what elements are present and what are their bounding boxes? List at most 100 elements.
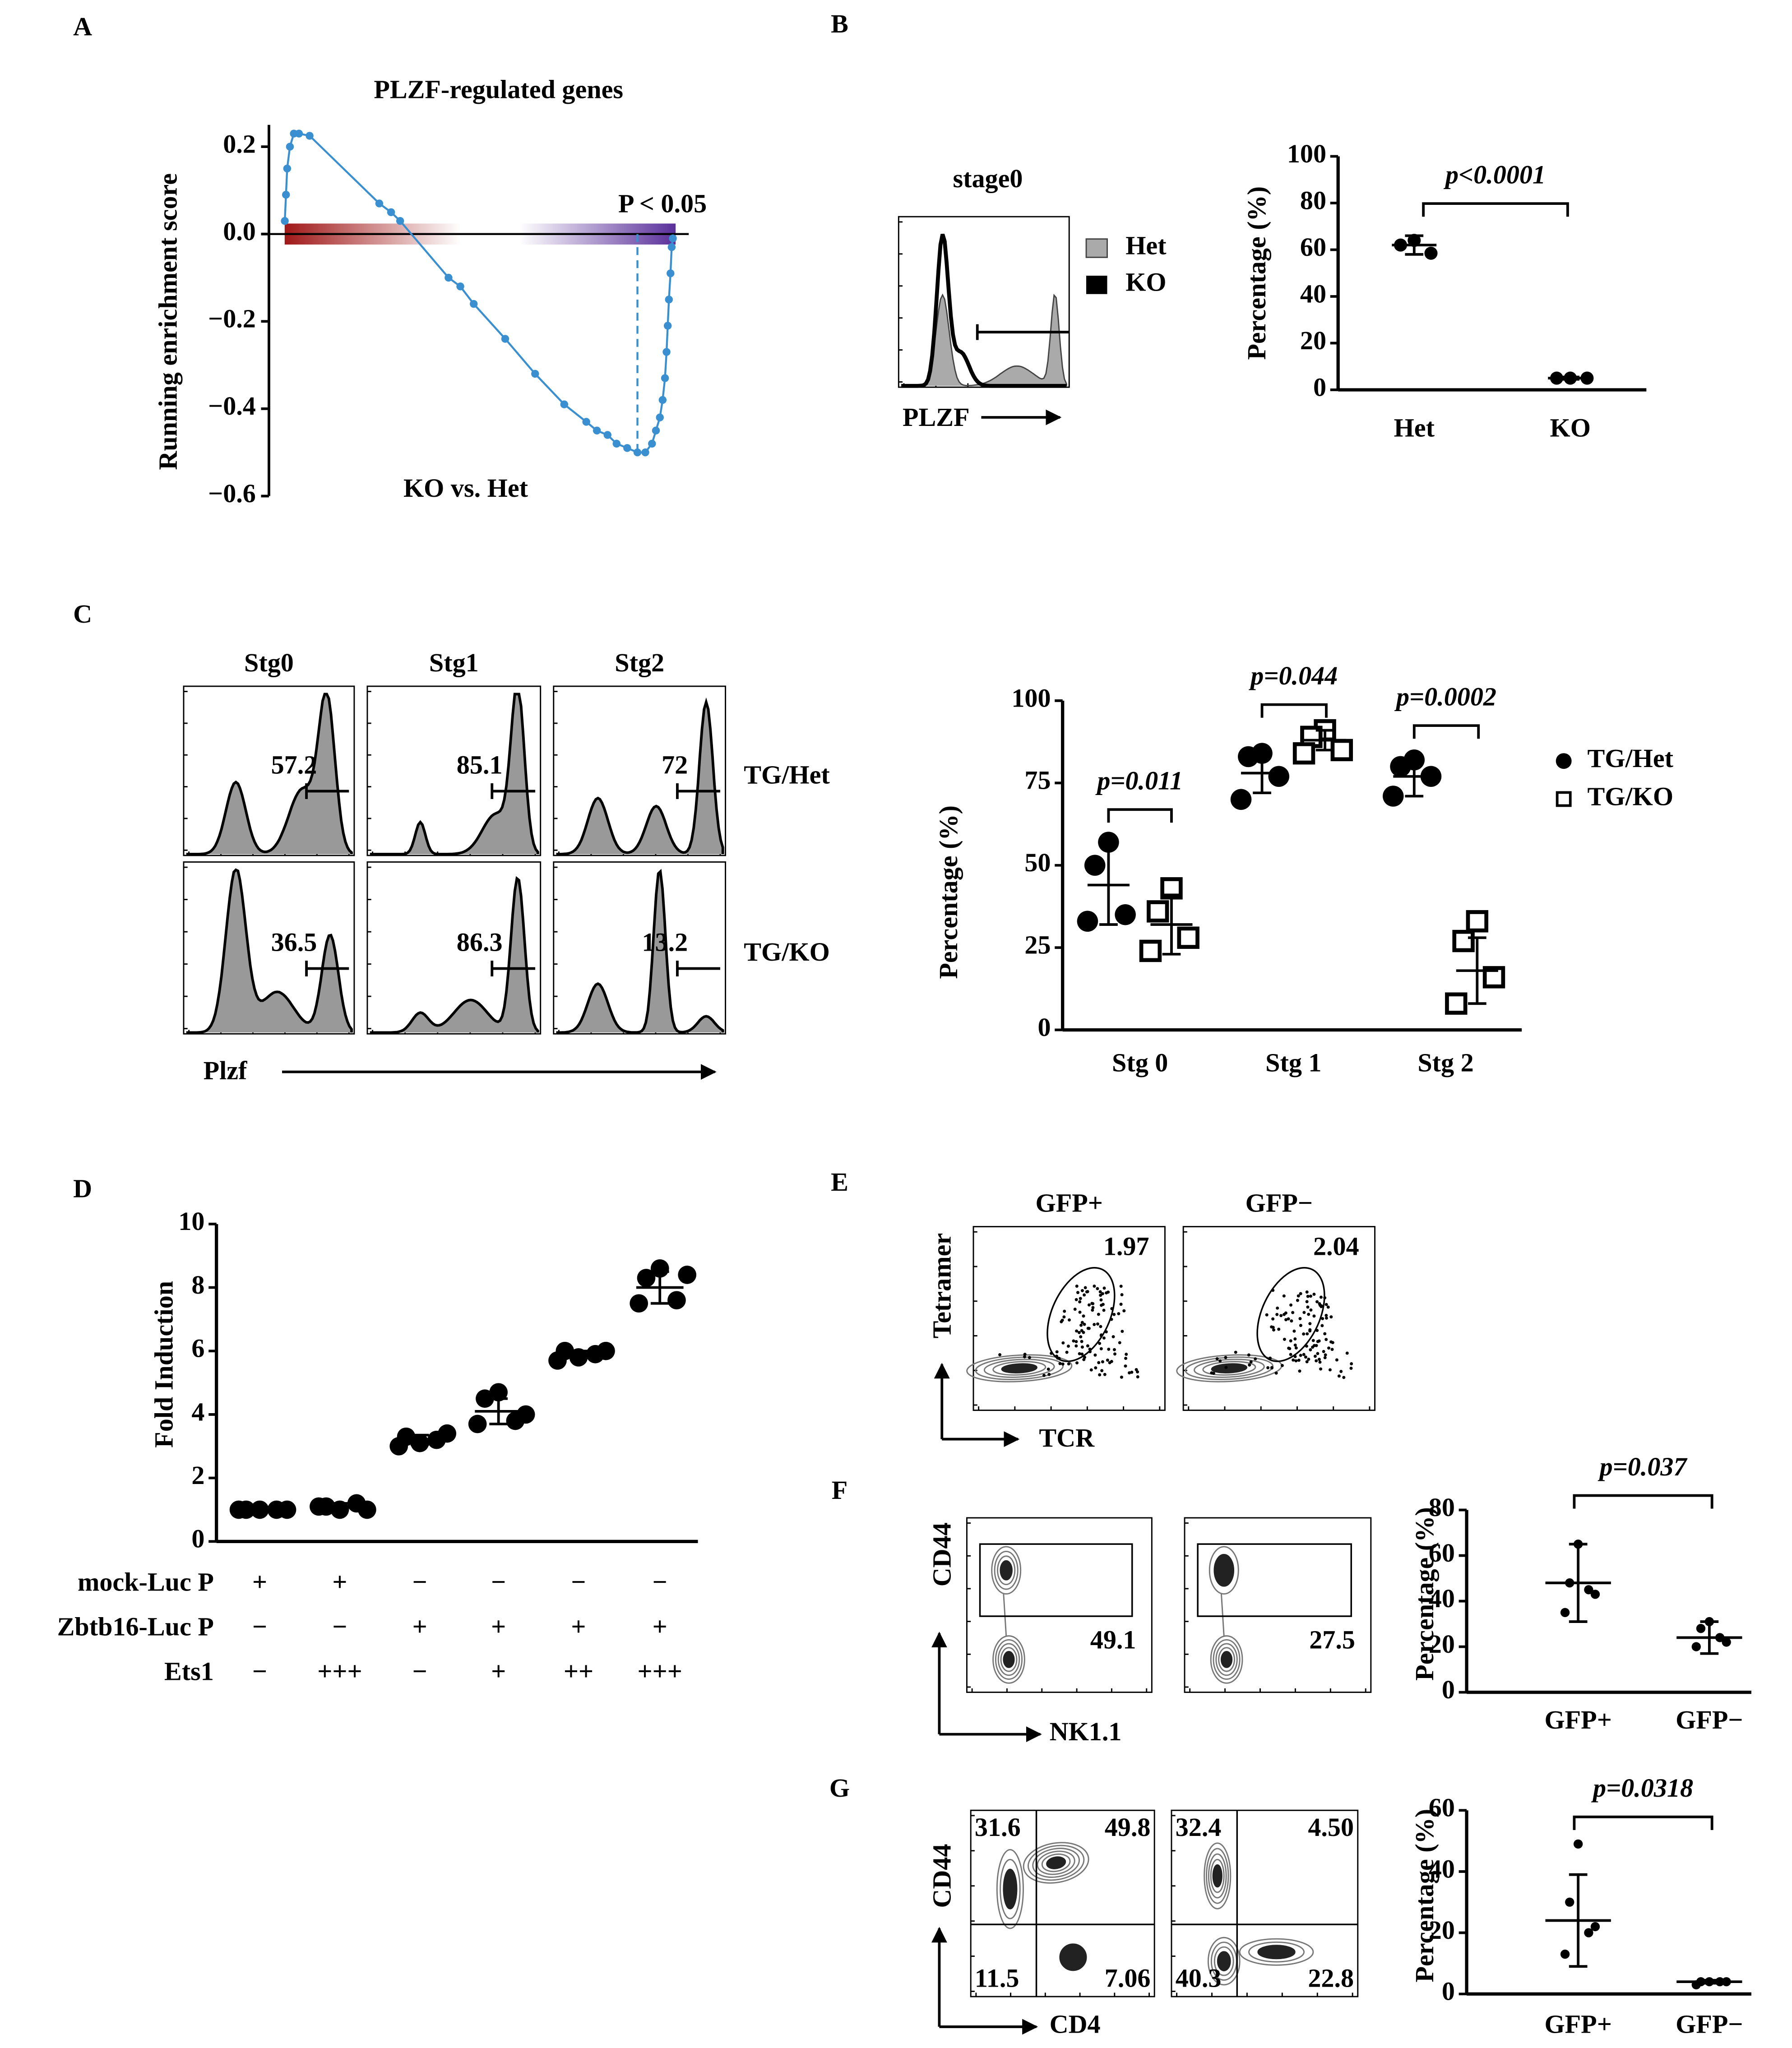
y-tick-label: 4	[191, 1397, 204, 1426]
event	[1089, 1368, 1093, 1372]
y-tick-label: 20	[1429, 1629, 1455, 1659]
point	[476, 1389, 494, 1408]
point	[295, 129, 303, 138]
condition-name: Zbtb16-Luc P	[57, 1612, 214, 1641]
event	[1078, 1352, 1081, 1355]
condition-level: −	[571, 1567, 586, 1597]
condition-level: +	[491, 1656, 506, 1686]
histogram	[901, 293, 1067, 387]
event	[1270, 1325, 1273, 1329]
point	[281, 217, 289, 225]
event	[1080, 1289, 1084, 1292]
gate	[1256, 1267, 1325, 1362]
contour	[1210, 1635, 1243, 1684]
x-tick-label: GFP−	[1676, 2009, 1743, 2039]
contour	[1000, 1560, 1013, 1581]
point	[633, 448, 642, 457]
plot-frame	[972, 1226, 1166, 1411]
event	[1270, 1366, 1273, 1369]
point	[1452, 929, 1475, 952]
significance-bracket	[1107, 808, 1173, 823]
contour	[1041, 1853, 1071, 1872]
contour	[1215, 1643, 1238, 1676]
error-bar	[650, 1270, 669, 1305]
event	[1068, 1318, 1071, 1322]
event	[1319, 1295, 1323, 1299]
event	[1099, 1298, 1103, 1302]
event	[1274, 1371, 1278, 1375]
error-bar	[410, 1433, 429, 1446]
event	[1074, 1298, 1078, 1301]
event	[1297, 1359, 1301, 1362]
error-bar	[489, 1397, 508, 1425]
point	[667, 1291, 686, 1310]
plot-frame	[1182, 1226, 1376, 1411]
point	[358, 1500, 376, 1519]
point	[637, 1269, 656, 1287]
x-axis-label: TCR	[1039, 1423, 1095, 1452]
point	[603, 431, 611, 439]
contour	[1037, 1850, 1075, 1875]
y-tick-label: 10	[178, 1207, 204, 1236]
event	[1289, 1339, 1292, 1343]
gate-value: 36.5	[271, 928, 317, 957]
panel-label: A	[73, 12, 92, 41]
contour	[1213, 1553, 1235, 1587]
event	[1023, 1353, 1027, 1356]
error-bar	[1253, 752, 1271, 795]
legend-marker	[1556, 753, 1572, 769]
event	[1100, 1369, 1104, 1373]
gate-value: 22.8	[1308, 1964, 1354, 1993]
annotation: P < 0.05	[618, 189, 707, 218]
panel-label: G	[829, 1773, 850, 1803]
event	[1080, 1345, 1084, 1349]
plot-frame	[966, 1517, 1153, 1693]
gate	[979, 1543, 1133, 1617]
y-tick-label: 40	[1429, 1854, 1455, 1883]
gate-value: 86.3	[457, 928, 503, 957]
event	[1302, 1353, 1306, 1356]
y-axis-label: Percentage (%)	[1410, 1809, 1439, 1983]
event	[1066, 1345, 1070, 1348]
condition-level: +++	[317, 1656, 362, 1686]
y-tick-label: −0.6	[208, 479, 256, 508]
y-tick-label: 0	[1442, 1675, 1455, 1704]
point	[597, 1341, 615, 1360]
point	[389, 1437, 408, 1456]
contour	[1046, 1856, 1066, 1869]
event	[1291, 1311, 1295, 1314]
point	[658, 396, 667, 404]
event	[1091, 1306, 1095, 1309]
point	[1424, 246, 1438, 260]
event	[1289, 1353, 1292, 1356]
y-tick-label: 100	[1287, 139, 1326, 168]
event	[1125, 1353, 1128, 1356]
event	[1284, 1318, 1288, 1322]
contour	[1028, 1845, 1085, 1881]
y-tick-label: 8	[191, 1270, 204, 1299]
event	[1339, 1369, 1343, 1373]
event	[1323, 1356, 1327, 1359]
event	[1249, 1360, 1253, 1364]
contour	[991, 1546, 1022, 1595]
point	[456, 282, 464, 291]
contour	[997, 1643, 1020, 1676]
y-tick-label: −0.4	[208, 391, 256, 421]
gate	[305, 783, 349, 799]
point	[438, 1424, 457, 1443]
event	[1289, 1303, 1293, 1307]
event	[1099, 1294, 1102, 1297]
event	[1292, 1358, 1295, 1362]
event	[1307, 1313, 1310, 1316]
point	[1147, 900, 1169, 923]
y-axis-label: CD44	[927, 1522, 956, 1586]
event	[1350, 1362, 1353, 1366]
x-tick-label: GFP+	[1544, 2009, 1611, 2039]
event	[1318, 1360, 1322, 1364]
point	[1330, 739, 1353, 762]
point	[1268, 766, 1290, 787]
point	[501, 335, 509, 343]
event	[1083, 1355, 1087, 1359]
event	[1306, 1332, 1309, 1336]
legend-marker	[1556, 791, 1572, 807]
